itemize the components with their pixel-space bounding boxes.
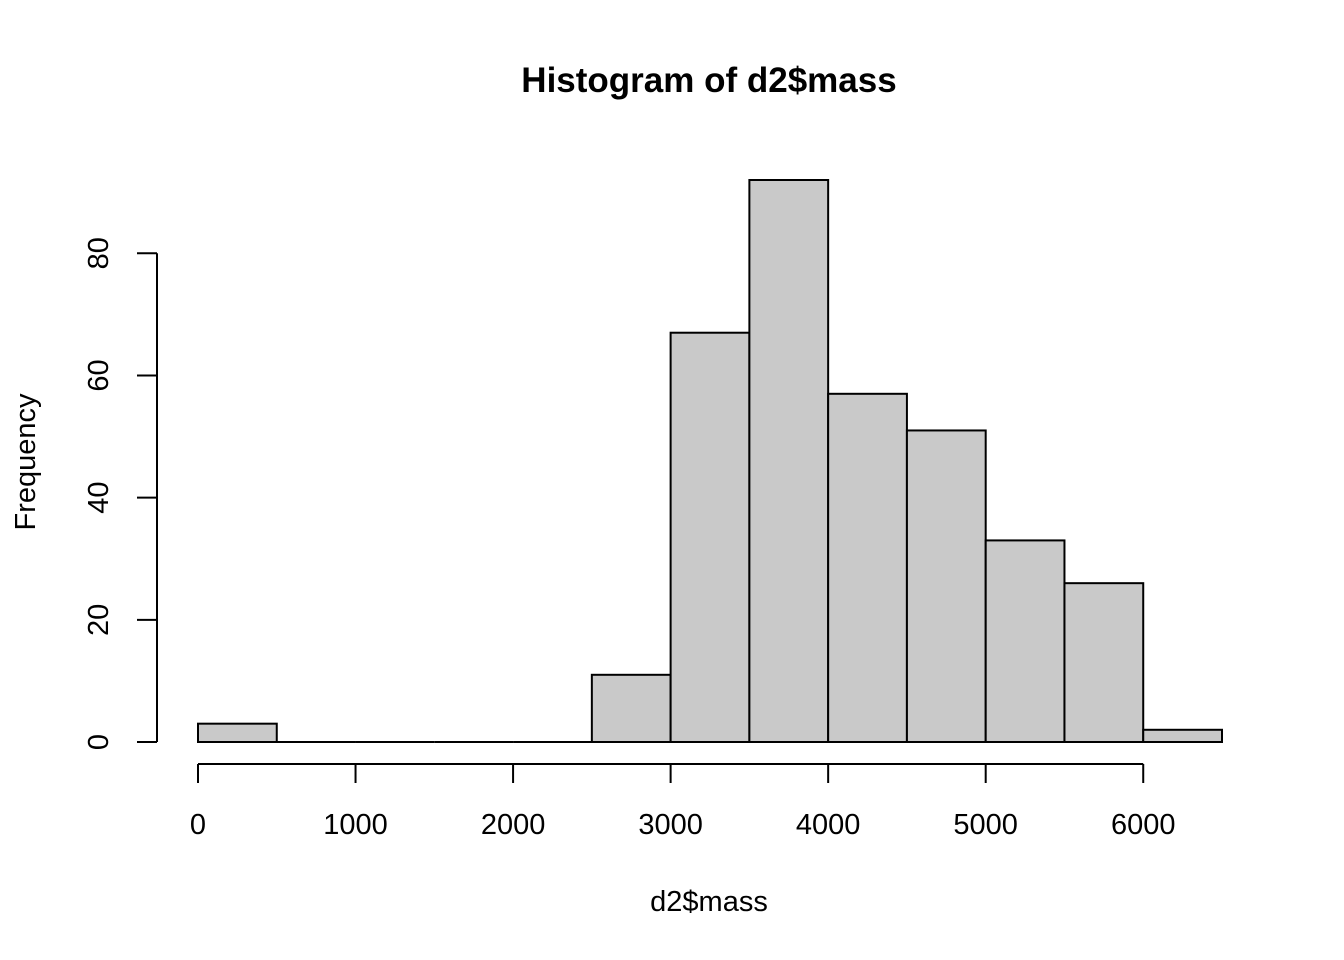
histogram-bar	[748, 179, 830, 743]
y-tick-label: 20	[83, 604, 115, 636]
histogram-bar	[1063, 582, 1145, 743]
x-tick-label: 0	[190, 809, 206, 841]
histogram-bar	[827, 392, 908, 743]
x-tick-label: 3000	[638, 809, 703, 841]
x-tick-label: 4000	[796, 809, 861, 841]
y-tick-label: 80	[83, 237, 115, 269]
x-tick-label: 1000	[323, 809, 388, 841]
y-tick-label: 60	[83, 359, 115, 391]
y-axis: 0 20 40 60 80	[83, 237, 158, 750]
bars-group	[197, 179, 1223, 743]
y-axis-label: Frequency	[10, 393, 42, 531]
histogram-bar	[905, 429, 987, 743]
histogram-bar	[1142, 728, 1223, 743]
x-tick-label: 5000	[953, 809, 1018, 841]
histogram-bar	[590, 673, 672, 743]
histogram-bar	[669, 331, 751, 743]
x-tick-label: 2000	[481, 809, 546, 841]
x-tick-label: 6000	[1111, 809, 1176, 841]
chart-title: Histogram of d2$mass	[521, 61, 896, 100]
histogram-bar	[984, 539, 1066, 743]
histogram-bar	[197, 722, 278, 743]
y-tick-label: 40	[83, 482, 115, 514]
x-axis: 0 1000 2000 3000 4000 5000 6000	[190, 763, 1176, 841]
x-axis-label: d2$mass	[650, 886, 768, 918]
y-tick-label: 0	[83, 734, 115, 750]
